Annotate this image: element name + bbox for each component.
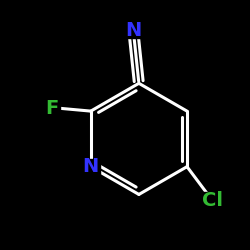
Bar	[44, 100, 60, 116]
Text: Cl: Cl	[202, 190, 222, 210]
Bar	[124, 23, 143, 38]
Text: N: N	[83, 157, 99, 176]
Text: F: F	[45, 99, 59, 118]
Text: N: N	[125, 21, 142, 40]
Bar	[201, 192, 223, 208]
Bar	[81, 159, 100, 174]
